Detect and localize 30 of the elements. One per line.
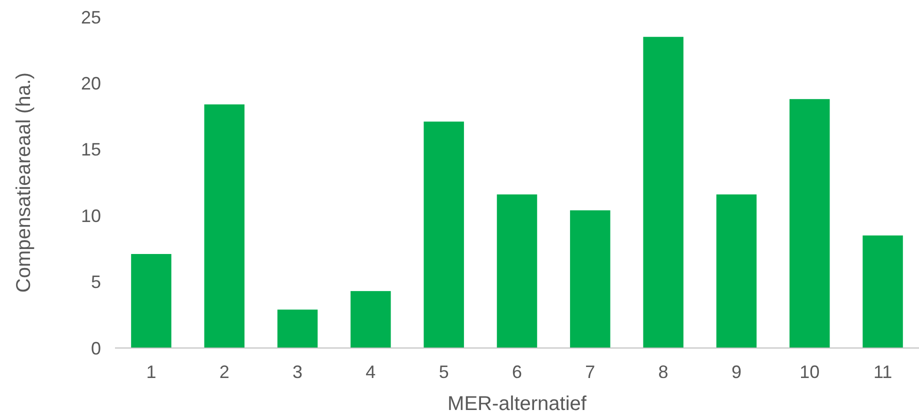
bar bbox=[424, 122, 464, 348]
bar bbox=[350, 291, 391, 348]
x-axis-title: MER-alternatief bbox=[448, 393, 587, 415]
y-axis-title: Compensatieareaal (ha.) bbox=[13, 72, 35, 293]
x-tick-label: 5 bbox=[438, 362, 449, 382]
x-tick-label: 8 bbox=[658, 362, 668, 382]
y-tick-label: 25 bbox=[80, 7, 101, 28]
x-tick-label: 1 bbox=[146, 362, 156, 382]
x-tick-label: 3 bbox=[292, 362, 303, 382]
bar bbox=[716, 194, 757, 348]
bar bbox=[570, 210, 610, 348]
bar bbox=[496, 194, 538, 348]
bar bbox=[862, 235, 903, 348]
y-tick-label: 5 bbox=[90, 272, 101, 292]
x-tick-label: 9 bbox=[731, 362, 742, 382]
x-tick-label: 7 bbox=[585, 362, 596, 382]
y-tick-label: 15 bbox=[80, 140, 101, 160]
y-tick-label: 0 bbox=[90, 338, 101, 358]
bar bbox=[790, 99, 830, 348]
x-tick-label: 2 bbox=[219, 362, 230, 382]
x-tick-label: 6 bbox=[512, 362, 522, 382]
x-tick-label: 11 bbox=[873, 362, 892, 382]
bar bbox=[643, 36, 684, 348]
y-tick-label: 20 bbox=[80, 74, 101, 94]
x-tick-label: 4 bbox=[366, 362, 376, 382]
x-tick-label: 10 bbox=[800, 362, 820, 382]
bar bbox=[131, 254, 172, 348]
y-tick-label: 10 bbox=[80, 206, 101, 226]
bar bbox=[277, 310, 318, 348]
bar bbox=[204, 104, 244, 348]
